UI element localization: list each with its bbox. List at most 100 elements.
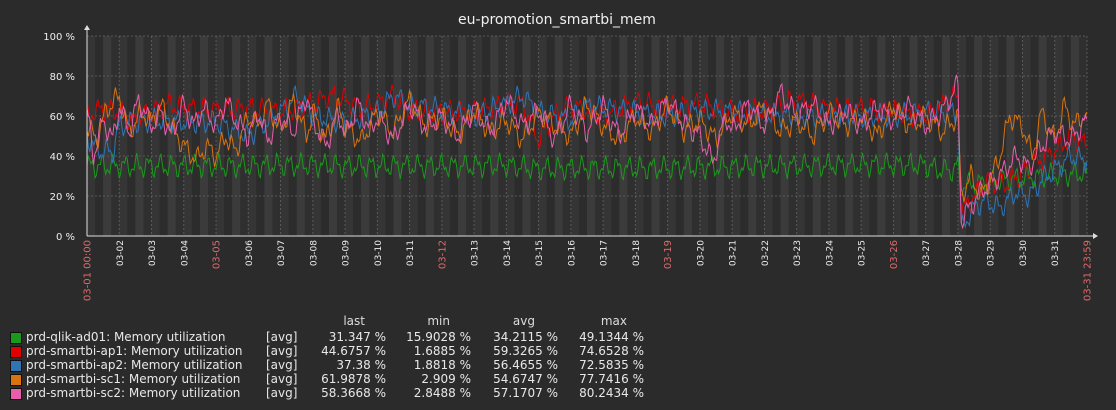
x-tick-label: 03-16 [567,240,577,266]
time-band [248,36,257,236]
time-band [957,36,967,236]
time-band [135,36,144,236]
series-line [86,151,1088,197]
x-tick-label: 03-12 [437,240,448,269]
time-band [990,36,999,236]
legend-avg: 34.2115 % [493,330,558,344]
time-band [788,36,797,236]
time-band [853,36,862,236]
time-band [756,36,765,236]
time-band [1062,36,1072,236]
x-tick-label: 03-26 [889,240,900,269]
y-tick-label: 40 % [50,152,75,163]
legend-series-name: prd-smartbi-sc2: Memory utilization [26,386,241,400]
series-line [86,87,1088,203]
x-tick-label: 03-04 [180,240,190,266]
time-band [998,36,1007,236]
time-band [425,36,435,236]
time-band [353,36,362,236]
legend-header-max: max [600,314,627,328]
legend-last: 61.9878 % [321,372,386,386]
time-band [812,36,822,236]
x-tick-label: 03-10 [374,240,384,266]
time-band [949,36,959,236]
time-band [296,36,306,236]
time-band [740,36,749,236]
legend-row: prd-smartbi-sc1: Memory utilization [avg]… [0,372,700,386]
time-band [369,36,378,236]
time-band [1038,36,1047,236]
time-band [909,36,918,236]
time-band [691,36,701,236]
time-band [772,36,781,236]
y-tick-label: 80 % [50,72,75,83]
time-band [780,36,789,236]
time-band [151,36,160,236]
legend-min: 2.909 % [421,372,471,386]
legend-series-name: prd-smartbi-ap2: Memory utilization [26,358,243,372]
legend-header-avg: avg [512,314,535,328]
legend-series-name: prd-smartbi-ap1: Memory utilization [26,344,243,358]
time-band [232,36,241,236]
time-band [498,36,507,236]
time-band [982,36,991,236]
time-band [216,36,225,236]
legend-row: prd-qlik-ad01: Memory utilization [avg] 31… [0,330,700,344]
time-band [683,36,693,236]
time-band [562,36,572,236]
time-band [1006,36,1015,236]
time-band [345,36,354,236]
time-band [595,36,604,236]
time-band [764,36,773,236]
x-tick-label: 03-14 [503,240,513,266]
x-tick-label: 03-17 [600,240,610,266]
legend-swatch [10,332,22,344]
x-tick-label: 03-02 [116,240,126,266]
time-band [522,36,531,236]
time-band [337,36,346,236]
legend-header-min: min [427,314,450,328]
legend-min: 15.9028 % [406,330,471,344]
time-band [159,36,168,236]
x-tick-label: 03-28 [954,240,964,266]
x-axis-arrow-icon [1093,233,1098,239]
time-band [449,36,459,236]
x-tick-label: 03-25 [858,240,868,266]
time-band [667,36,677,236]
x-tick-label: 03-31 [1051,240,1061,266]
time-band [288,36,297,236]
legend-series-name: prd-smartbi-sc1: Memory utilization [26,372,241,386]
legend-swatch [10,374,22,386]
time-band [578,36,588,236]
x-tick-label: 03-03 [148,240,158,266]
legend-max: 74.6528 % [579,344,644,358]
legend-swatch [10,346,22,358]
time-band [312,36,322,236]
time-band [933,36,943,236]
time-band [837,36,846,236]
time-band [103,36,112,236]
legend-avg: 59.3265 % [493,344,558,358]
time-band [409,36,418,236]
x-tick-label: 03-29 [987,240,997,266]
legend-swatch [10,360,22,372]
time-band [675,36,685,236]
x-tick-label: 03-18 [632,240,642,266]
time-band [941,36,951,236]
time-band [699,36,709,236]
legend-last: 37.38 % [336,358,386,372]
time-band [433,36,443,236]
time-band [861,36,870,236]
time-band [1054,36,1064,236]
x-tick-label: 03-24 [825,240,835,266]
legend-last: 44.6757 % [321,344,386,358]
legend-avg: 54.6747 % [493,372,558,386]
x-tick-label: 03-19 [663,240,674,269]
x-tick-label: 03-09 [342,240,352,266]
time-band [820,36,830,236]
legend-function: [avg] [266,358,298,372]
x-tick-label: 03-23 [793,240,803,266]
time-band [401,36,410,236]
legend-row: prd-smartbi-ap2: Memory utilization [avg]… [0,358,700,372]
time-band [175,36,185,236]
